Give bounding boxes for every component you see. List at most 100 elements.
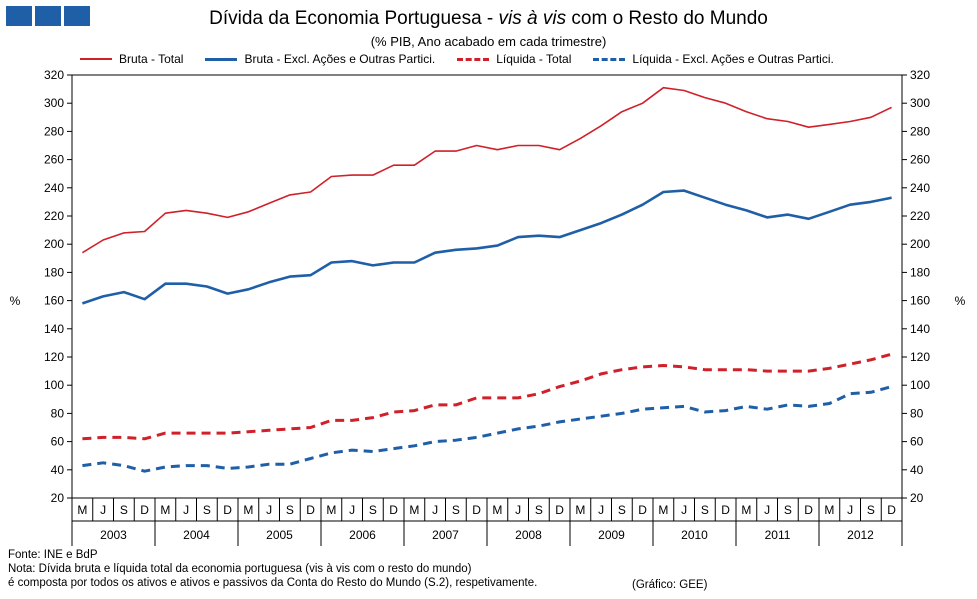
y-tick-label-left: 280 (44, 124, 64, 138)
x-year-label: 2007 (432, 528, 459, 542)
logo-block (35, 6, 61, 26)
x-quarter-label: J (266, 503, 272, 517)
x-year-label: 2011 (765, 528, 791, 542)
y-tick-label-left: 240 (44, 181, 64, 195)
legend-item: Líquida - Total (457, 52, 571, 66)
legend-item: Bruta - Excl. Ações e Outras Partici. (205, 52, 435, 66)
x-quarter-label: J (432, 503, 438, 517)
legend-swatch (80, 58, 112, 60)
x-quarter-label: S (701, 503, 709, 517)
x-quarter-label: S (618, 503, 626, 517)
footer-note-line1: Nota: Dívida bruta e líquida total da ec… (8, 563, 472, 575)
legend-label: Bruta - Excl. Ações e Outras Partici. (244, 52, 436, 66)
x-quarter-label: S (535, 503, 543, 517)
y-tick-label-left: 40 (51, 463, 65, 477)
y-tick-label-right: 320 (910, 68, 930, 82)
y-axis-label-left: % (10, 294, 21, 308)
x-quarter-label: M (409, 503, 419, 517)
series-line-1 (81, 86, 892, 254)
x-year-label: 2008 (515, 528, 542, 542)
y-tick-label-left: 220 (44, 209, 64, 223)
y-tick-label-left: 160 (44, 294, 64, 308)
y-tick-label-left: 20 (51, 491, 65, 505)
x-quarter-label: J (847, 503, 853, 517)
y-tick-label-right: 140 (910, 322, 930, 336)
legend-swatch (457, 57, 490, 61)
x-quarter-label: D (223, 503, 232, 517)
legend-item: Bruta - Total (80, 52, 183, 66)
x-quarter-label: D (472, 503, 481, 517)
footer-note-line2: é composta por todos os ativos e ativos … (8, 577, 538, 589)
y-tick-label-left: 60 (51, 435, 65, 449)
x-quarter-label: M (77, 503, 87, 517)
footer-credit: (Gráfico: GEE) (632, 579, 708, 591)
x-year-label: 2010 (681, 528, 708, 542)
title-prefix: Dívida da Economia Portuguesa - (209, 8, 499, 29)
y-tick-label-right: 60 (910, 435, 924, 449)
y-tick-label-left: 120 (44, 350, 64, 364)
x-quarter-label: M (824, 503, 834, 517)
y-tick-label-right: 280 (910, 124, 930, 138)
x-quarter-label: D (555, 503, 564, 517)
legend-item: Líquida - Excl. Ações e Outras Partici. (593, 52, 834, 66)
y-tick-label-left: 100 (44, 378, 64, 392)
y-axis-label-right: % (955, 294, 966, 308)
x-quarter-label: D (721, 503, 730, 517)
title-suffix: com o Resto do Mundo (566, 8, 768, 29)
x-year-label: 2005 (266, 528, 293, 542)
x-quarter-label: S (452, 503, 460, 517)
x-quarter-label: J (349, 503, 355, 517)
legend-swatch (593, 57, 626, 61)
x-quarter-label: D (306, 503, 315, 517)
x-year-label: 2009 (598, 528, 625, 542)
y-tick-label-left: 200 (44, 237, 64, 251)
x-quarter-label: M (658, 503, 668, 517)
x-year-label: 2012 (847, 528, 874, 542)
y-tick-label-left: 180 (44, 265, 64, 279)
legend-label: Líquida - Total (496, 52, 572, 66)
y-tick-label-right: 300 (910, 96, 930, 110)
y-tick-label-left: 300 (44, 96, 64, 110)
y-tick-label-right: 180 (910, 265, 930, 279)
x-quarter-label: M (741, 503, 751, 517)
chart-title: Dívida da Economia Portuguesa - vis à vi… (0, 8, 977, 30)
x-quarter-label: J (764, 503, 770, 517)
y-tick-label-right: 260 (910, 153, 930, 167)
x-quarter-label: S (369, 503, 377, 517)
x-quarter-label: S (286, 503, 294, 517)
x-quarter-label: D (887, 503, 896, 517)
x-quarter-label: D (804, 503, 813, 517)
x-quarter-label: D (389, 503, 398, 517)
y-tick-label-right: 220 (910, 209, 930, 223)
x-quarter-label: J (681, 503, 687, 517)
series-line-2 (81, 189, 892, 305)
y-tick-label-left: 320 (44, 68, 64, 82)
x-quarter-label: M (492, 503, 502, 517)
x-quarter-label: J (598, 503, 604, 517)
legend: Bruta - Total Bruta - Excl. Ações e Outr… (80, 52, 834, 66)
y-tick-label-right: 40 (910, 463, 924, 477)
x-quarter-label: J (183, 503, 189, 517)
y-tick-label-left: 260 (44, 153, 64, 167)
logo (6, 6, 90, 26)
chart-subtitle: (% PIB, Ano acabado em cada trimestre) (370, 34, 607, 49)
x-quarter-label: M (575, 503, 585, 517)
legend-label: Bruta - Total (119, 52, 184, 66)
x-quarter-label: J (515, 503, 521, 517)
series-line-3 (82, 352, 892, 441)
y-tick-label-right: 20 (910, 491, 924, 505)
x-quarter-label: J (100, 503, 106, 517)
x-year-label: 2003 (100, 528, 127, 542)
series-line-4 (82, 385, 892, 473)
x-quarter-label: D (140, 503, 149, 517)
footer-source: Fonte: INE e BdP (8, 549, 98, 561)
x-year-label: 2006 (349, 528, 376, 542)
logo-block (64, 6, 90, 26)
logo-block (6, 6, 32, 26)
y-tick-label-right: 120 (910, 350, 930, 364)
y-tick-label-left: 80 (51, 406, 65, 420)
y-tick-label-right: 240 (910, 181, 930, 195)
x-quarter-label: D (638, 503, 647, 517)
y-tick-label-right: 80 (910, 406, 924, 420)
title-italic: vis à vis (498, 8, 567, 29)
